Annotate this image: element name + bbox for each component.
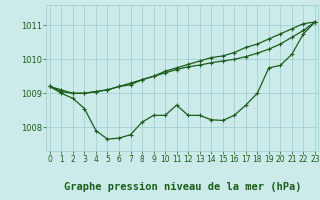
Text: Graphe pression niveau de la mer (hPa): Graphe pression niveau de la mer (hPa) [64, 182, 301, 192]
